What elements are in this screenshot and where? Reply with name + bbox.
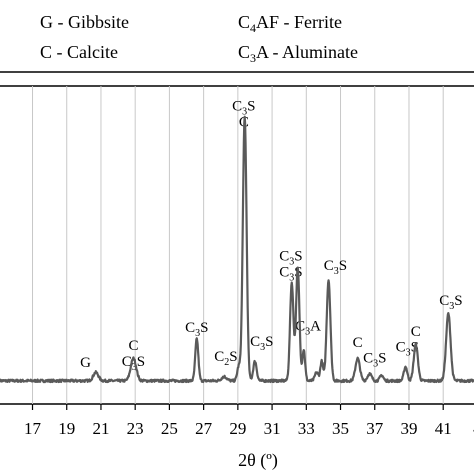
legend-symbol-subscript: 4 <box>250 21 256 35</box>
phase-main: G <box>80 355 91 371</box>
phase-main: C <box>128 338 138 354</box>
phase-subscript: 3 <box>132 362 137 373</box>
tick-label: 35 <box>332 419 349 438</box>
phase-tail: S <box>137 354 145 370</box>
phase-main: C <box>411 324 421 340</box>
peak-label-c2s-28: C2S <box>214 349 237 368</box>
phase-main: C <box>250 334 260 350</box>
legend-description: - Ferrite <box>279 12 342 32</box>
peak-label-line: G <box>80 355 91 371</box>
tick-label: 19 <box>58 419 75 438</box>
peak-label-c-39: C <box>411 324 421 340</box>
peak-label-c3s-41: C3S <box>439 293 462 312</box>
tick-label: 39 <box>400 419 417 438</box>
phase-tail: S <box>454 293 462 309</box>
phase-tail: S <box>265 334 273 350</box>
legend-symbol-main: C <box>238 42 250 62</box>
tick-label: 37 <box>366 419 384 438</box>
peak-label-g-20: G <box>80 355 91 371</box>
peak-label-c3s-26: C3S <box>185 320 208 339</box>
peak-label-line: C3S <box>250 334 273 353</box>
phase-main: C <box>279 248 289 264</box>
phase-tail: S <box>339 258 347 274</box>
legend-entry: C3A - Aluminate <box>238 42 358 65</box>
peak-label-line: C3S <box>279 248 302 267</box>
tick-label: 17 <box>24 419 42 438</box>
phase-subscript: 3 <box>260 342 265 353</box>
tick-label: 25 <box>161 419 178 438</box>
peak-label-line: C3S <box>439 293 462 312</box>
peak-label-c3s-37: C3S <box>363 351 386 370</box>
tick-label: 23 <box>127 419 144 438</box>
tick-label: 27 <box>195 419 213 438</box>
phase-main: C <box>396 339 406 355</box>
legend-description: - Gibbsite <box>53 12 129 32</box>
phase-main: C <box>279 264 289 280</box>
tick-label: 31 <box>264 419 281 438</box>
peak-label-c3s-30: C3S <box>250 334 273 353</box>
peak-annotations: GCC3SC3SC2SC3SCC3SC3SC3SC3AC3SCC3SC3SCC3… <box>80 99 462 373</box>
phase-main: C <box>353 335 363 351</box>
phase-main: C <box>439 293 449 309</box>
legend-symbol-tail: AF <box>256 12 279 32</box>
phase-tail: S <box>229 349 237 365</box>
phase-subscript: 2 <box>224 357 229 368</box>
peak-label-line: C <box>128 338 138 354</box>
phase-main: C <box>363 351 373 367</box>
peak-label-line: C <box>353 335 363 351</box>
tick-label: 21 <box>92 419 109 438</box>
x-axis-ticks: 171921232527293133353739414 <box>24 404 474 438</box>
legend-symbol-tail: A <box>256 42 269 62</box>
legend-entry: G - Gibbsite <box>40 12 129 32</box>
phase-tail: S <box>200 320 208 336</box>
x-axis-title: 2θ (º) <box>238 450 278 471</box>
phase-tail: S <box>294 248 302 264</box>
peak-label-line: C3S <box>232 99 255 118</box>
phase-subscript: 3 <box>406 347 411 358</box>
phase-subscript: 3 <box>334 266 339 277</box>
phase-main: C <box>232 99 242 115</box>
tick-label: 41 <box>435 419 452 438</box>
phase-main: C <box>122 354 132 370</box>
phase-tail: S <box>247 99 255 115</box>
legend-entry: C - Calcite <box>40 42 118 62</box>
legend-symbol-main: G <box>40 12 53 32</box>
phase-subscript: 3 <box>305 326 310 337</box>
legend-symbol-main: C <box>40 42 52 62</box>
peak-label-line: C3S <box>324 258 347 277</box>
phase-subscript: 3 <box>242 107 247 118</box>
tick-label: 33 <box>298 419 315 438</box>
legend-symbol-main: C <box>238 12 250 32</box>
phase-subscript: 3 <box>289 256 294 267</box>
phase-main: C <box>324 258 334 274</box>
peak-label-line: C3S <box>185 320 208 339</box>
peak-label-line: C3S <box>122 354 145 373</box>
phase-main: C <box>214 349 224 365</box>
phase-main: C <box>185 320 195 336</box>
phase-tail: S <box>378 351 386 367</box>
gridlines <box>32 86 444 404</box>
phase-tail: A <box>310 318 321 334</box>
legend-symbol-subscript: 3 <box>250 51 256 65</box>
diffraction-pattern-line <box>0 115 474 384</box>
plot-frame <box>0 85 474 405</box>
legend-description: - Calcite <box>52 42 118 62</box>
phase-subscript: 3 <box>373 359 378 370</box>
phase-subscript: 3 <box>449 301 454 312</box>
peak-label-c3s-34: C3S <box>324 258 347 277</box>
peak-label-line: C3S <box>363 351 386 370</box>
phase-subscript: 3 <box>289 272 294 283</box>
tick-label: 29 <box>229 419 246 438</box>
legend-description: - Aluminate <box>268 42 358 62</box>
peak-label-line: C2S <box>214 349 237 368</box>
peak-label-line: C <box>411 324 421 340</box>
peak-label-c-36: C <box>353 335 363 351</box>
phase-subscript: 3 <box>195 328 200 339</box>
legend-entry: C4AF - Ferrite <box>238 12 342 35</box>
